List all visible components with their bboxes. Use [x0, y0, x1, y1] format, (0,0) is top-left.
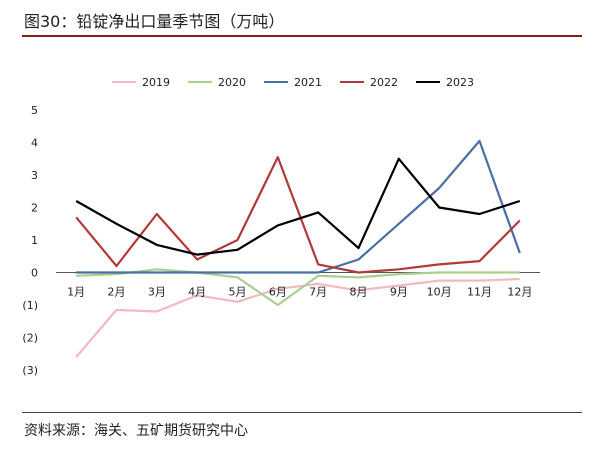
y-tick-label: (3): [22, 364, 38, 377]
legend-label-2020: 2020: [218, 76, 246, 89]
series-line-2022: [75, 155, 521, 274]
x-tick-label: 3月: [148, 286, 166, 299]
y-tick-label: 0: [31, 267, 38, 280]
x-tick-label: 2月: [108, 286, 126, 299]
source-note: 资料来源：海关、五矿期货研究中心: [24, 423, 248, 439]
x-tick-label: 7月: [309, 286, 327, 299]
x-tick-label: 1月: [67, 286, 85, 299]
x-tick-label: 11月: [467, 286, 492, 299]
y-tick-label: 1: [31, 234, 38, 247]
legend-label-2021: 2021: [294, 76, 322, 89]
x-tick-label: 10月: [427, 286, 452, 299]
x-tick-label: 8月: [350, 286, 368, 299]
x-tick-label: 9月: [390, 286, 408, 299]
series-line-2019: [75, 277, 520, 358]
line-chart: 2019 2020 2021 2022 2023 5 4 3 2 1 0 (1) (2) (3) 1月 2月 3…: [22, 76, 540, 377]
y-tick-label: 3: [31, 169, 38, 182]
legend-label-2019: 2019: [142, 76, 170, 89]
x-tick-label: 5月: [229, 286, 247, 299]
series-line-2021: [76, 139, 521, 274]
x-tick-label: 12月: [507, 286, 532, 299]
y-tick-label: 4: [31, 137, 38, 150]
series-line-2020: [76, 268, 520, 307]
y-tick-label: (2): [22, 332, 38, 345]
source-divider: [22, 412, 582, 413]
y-tick-label: 2: [31, 202, 38, 215]
y-tick-label: 5: [31, 104, 38, 117]
chart-title: 图30：铅锭净出口量季节图（万吨）: [24, 12, 285, 31]
legend-label-2023: 2023: [446, 76, 474, 89]
series-line-2023: [75, 157, 521, 256]
x-tick-label: 6月: [269, 286, 287, 299]
x-tick-label: 4月: [188, 286, 206, 299]
y-tick-label: (1): [22, 299, 38, 312]
title-divider: [22, 35, 582, 37]
legend-label-2022: 2022: [370, 76, 398, 89]
title-bar: 图30：铅锭净出口量季节图（万吨）: [0, 0, 600, 37]
